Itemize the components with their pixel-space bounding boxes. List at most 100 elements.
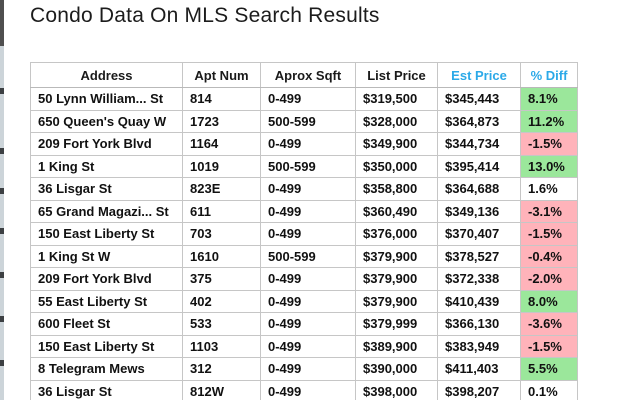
cell-est-price: $372,338 — [437, 267, 521, 291]
cell-address: 55 East Liberty St — [30, 289, 183, 313]
cell-pct-diff: -1.5% — [520, 132, 578, 156]
cell-pct-diff: -3.1% — [520, 199, 578, 223]
cell-address: 150 East Liberty St — [30, 334, 183, 358]
table-row: 36 Lisgar St 812W 0-499 $398,000 $398,207 0.1… — [30, 379, 578, 400]
cell-apt-num: 823E — [182, 177, 261, 201]
cell-pct-diff: 5.5% — [520, 357, 578, 381]
column-header-list-price: List Price — [355, 62, 438, 88]
cell-address: 65 Grand Magazi... St — [30, 199, 183, 223]
table-row: 1 King St 1019 500-599 $350,000 $395,414 13.0… — [30, 154, 578, 178]
cell-pct-diff: -0.4% — [520, 244, 578, 268]
cell-pct-diff: 1.6% — [520, 177, 578, 201]
cell-address: 36 Lisgar St — [30, 379, 183, 400]
cell-list-price: $379,900 — [355, 267, 438, 291]
cell-address: 150 East Liberty St — [30, 222, 183, 246]
table-row: 150 East Liberty St 703 0-499 $376,000 $370,… — [30, 222, 578, 246]
cell-aprox-sqft: 0-499 — [260, 379, 356, 400]
cell-list-price: $379,900 — [355, 289, 438, 313]
cell-address: 36 Lisgar St — [30, 177, 183, 201]
table-row: 600 Fleet St 533 0-499 $379,999 $366,130 -3.6… — [30, 312, 578, 336]
cell-pct-diff: 0.1% — [520, 379, 578, 400]
cell-pct-diff: 11.2% — [520, 109, 578, 133]
table-row: 55 East Liberty St 402 0-499 $379,900 $410,4… — [30, 289, 578, 313]
cell-aprox-sqft: 0-499 — [260, 177, 356, 201]
cell-est-price: $345,443 — [437, 87, 521, 111]
cell-aprox-sqft: 0-499 — [260, 334, 356, 358]
table-row: 150 East Liberty St 1103 0-499 $389,900 $383… — [30, 334, 578, 358]
edge-mark — [0, 228, 4, 234]
cell-apt-num: 812W — [182, 379, 261, 400]
cell-apt-num: 1723 — [182, 109, 261, 133]
column-header-address: Address — [30, 62, 183, 88]
cell-est-price: $395,414 — [437, 154, 521, 178]
cell-apt-num: 1019 — [182, 154, 261, 178]
cell-address: 600 Fleet St — [30, 312, 183, 336]
edge-mark — [0, 188, 4, 194]
table-row: 50 Lynn William... St 814 0-499 $319,500 $34… — [30, 87, 578, 111]
cell-list-price: $379,999 — [355, 312, 438, 336]
cell-est-price: $364,873 — [437, 109, 521, 133]
table-row: 36 Lisgar St 823E 0-499 $358,800 $364,688 1.6… — [30, 177, 578, 201]
cell-address: 50 Lynn William... St — [30, 87, 183, 111]
cell-aprox-sqft: 0-499 — [260, 87, 356, 111]
cell-pct-diff: -1.5% — [520, 334, 578, 358]
cell-aprox-sqft: 0-499 — [260, 132, 356, 156]
cell-list-price: $390,000 — [355, 357, 438, 381]
cell-est-price: $398,207 — [437, 379, 521, 400]
cell-est-price: $364,688 — [437, 177, 521, 201]
cell-list-price: $319,500 — [355, 87, 438, 111]
table-row: 1 King St W 1610 500-599 $379,900 $378,527 -0… — [30, 244, 578, 268]
cell-pct-diff: -1.5% — [520, 222, 578, 246]
cell-est-price: $378,527 — [437, 244, 521, 268]
cell-list-price: $328,000 — [355, 109, 438, 133]
cell-address: 209 Fort York Blvd — [30, 267, 183, 291]
cell-apt-num: 375 — [182, 267, 261, 291]
cell-est-price: $349,136 — [437, 199, 521, 223]
cell-list-price: $376,000 — [355, 222, 438, 246]
table-row: 65 Grand Magazi... St 611 0-499 $360,490 $34… — [30, 199, 578, 223]
cell-pct-diff: -3.6% — [520, 312, 578, 336]
cell-aprox-sqft: 0-499 — [260, 199, 356, 223]
edge-mark — [0, 88, 4, 94]
cell-address: 1 King St — [30, 154, 183, 178]
cell-list-price: $350,000 — [355, 154, 438, 178]
column-header-est-price: Est Price — [437, 62, 521, 88]
cell-pct-diff: 8.0% — [520, 289, 578, 313]
cell-list-price: $358,800 — [355, 177, 438, 201]
cell-pct-diff: -2.0% — [520, 267, 578, 291]
cell-pct-diff: 8.1% — [520, 87, 578, 111]
cell-aprox-sqft: 500-599 — [260, 244, 356, 268]
cell-list-price: $349,900 — [355, 132, 438, 156]
condo-results-table: Address Apt Num Aprox Sqft List Price Est Pr… — [30, 62, 578, 400]
cell-est-price: $410,439 — [437, 289, 521, 313]
cell-est-price: $370,407 — [437, 222, 521, 246]
header-row: Address Apt Num Aprox Sqft List Price Est Pr… — [30, 62, 578, 88]
table-body: 50 Lynn William... St 814 0-499 $319,500 $34… — [30, 87, 578, 400]
window-edge-top — [0, 0, 4, 46]
cell-address: 209 Fort York Blvd — [30, 132, 183, 156]
window-edge-artifact — [0, 0, 4, 400]
cell-list-price: $360,490 — [355, 199, 438, 223]
cell-apt-num: 1103 — [182, 334, 261, 358]
cell-address: 650 Queen's Quay W — [30, 109, 183, 133]
table-row: 650 Queen's Quay W 1723 500-599 $328,000 $36… — [30, 109, 578, 133]
cell-apt-num: 402 — [182, 289, 261, 313]
cell-aprox-sqft: 500-599 — [260, 154, 356, 178]
cell-est-price: $383,949 — [437, 334, 521, 358]
cell-pct-diff: 13.0% — [520, 154, 578, 178]
cell-est-price: $366,130 — [437, 312, 521, 336]
cell-aprox-sqft: 0-499 — [260, 357, 356, 381]
table-row: 209 Fort York Blvd 1164 0-499 $349,900 $344,… — [30, 132, 578, 156]
column-header--diff: % Diff — [520, 62, 578, 88]
cell-address: 1 King St W — [30, 244, 183, 268]
cell-apt-num: 703 — [182, 222, 261, 246]
cell-aprox-sqft: 0-499 — [260, 289, 356, 313]
edge-mark — [0, 316, 4, 322]
cell-apt-num: 814 — [182, 87, 261, 111]
cell-apt-num: 312 — [182, 357, 261, 381]
column-header-apt-num: Apt Num — [182, 62, 261, 88]
table-row: 8 Telegram Mews 312 0-499 $390,000 $411,403 5… — [30, 357, 578, 381]
cell-est-price: $411,403 — [437, 357, 521, 381]
cell-apt-num: 1164 — [182, 132, 261, 156]
edge-mark — [0, 360, 4, 366]
